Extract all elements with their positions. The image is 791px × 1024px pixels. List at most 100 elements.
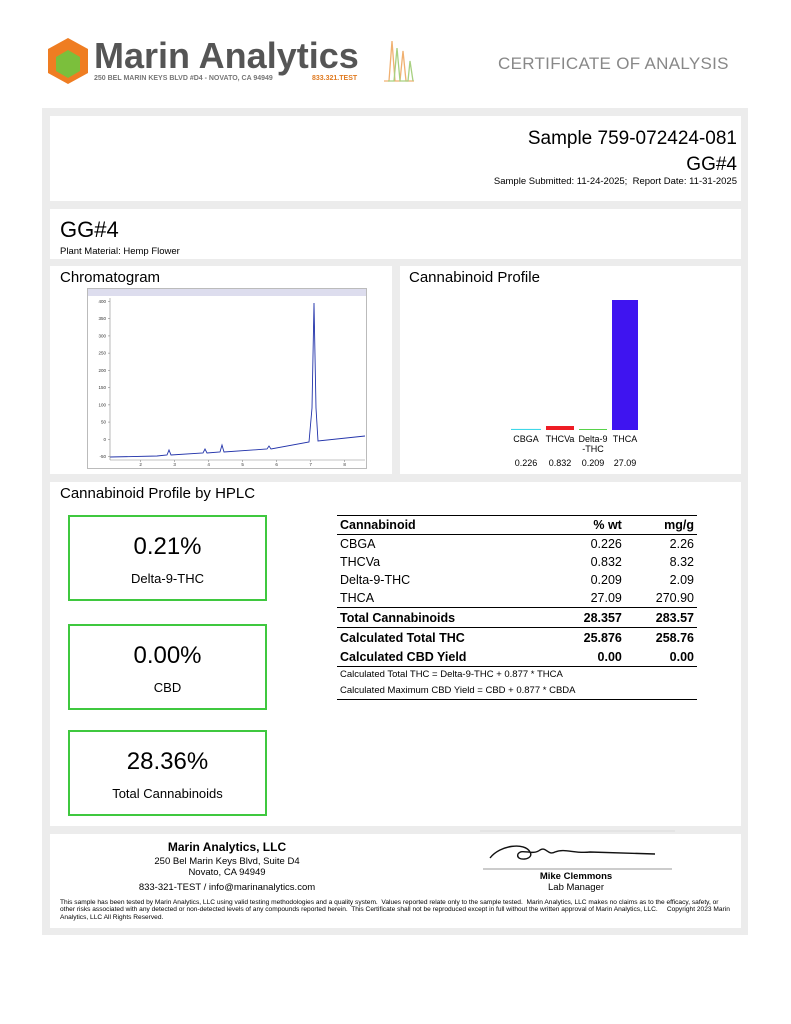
- table-header-cell: mg/g: [664, 518, 694, 532]
- signature: [480, 830, 675, 870]
- table-header-cell: Cannabinoid: [340, 518, 416, 532]
- profile-bar: [511, 428, 541, 430]
- table-row: THCVa 0.832 8.32: [337, 553, 697, 571]
- footer-company: Marin Analytics, LLC: [167, 840, 287, 854]
- table-cell: 27.09: [590, 591, 622, 605]
- hplc-title: Cannabinoid Profile by HPLC: [60, 485, 256, 502]
- table-total-cell: 28.357: [583, 610, 622, 625]
- chromatogram-x-tick-label: 3: [173, 462, 176, 467]
- chromatogram-y-tick-label: 200: [98, 368, 106, 373]
- profile-bar: [612, 300, 638, 430]
- chromatogram-x-tick-label: 5: [241, 462, 244, 467]
- profile-value-label: 0.226: [514, 458, 538, 468]
- table-cell: 0.209: [590, 573, 622, 587]
- chromatogram-header-bar: [88, 289, 366, 296]
- table-cell: THCVa: [340, 555, 381, 569]
- profile-value-label: 0.832: [548, 458, 572, 468]
- chromatogram-y-tick-label: 400: [98, 299, 106, 304]
- chromatogram-y-tick-label: 50: [101, 420, 107, 425]
- table-total-cell: Calculated Total THC: [340, 630, 465, 645]
- chromatogram-y-tick-label: 150: [98, 385, 106, 390]
- company-phone: 833.321.TEST: [312, 75, 358, 82]
- footer-company-block: Marin Analytics, LLC 250 Bel Marin Keys …: [77, 840, 377, 893]
- profile-bar: [579, 428, 607, 430]
- table-total-cell: 258.76: [655, 630, 694, 645]
- table-row: THCA 27.09 270.90: [337, 589, 697, 608]
- logo: Marin Analytics 250 BEL MARIN KEYS BLVD …: [48, 36, 414, 84]
- chromatogram-x-tick-label: 2: [139, 462, 142, 467]
- highlight-box: 28.36% Total Cannabinoids: [68, 730, 267, 816]
- table-cell: CBGA: [340, 537, 376, 551]
- table-cell: THCA: [340, 591, 375, 605]
- table-note-row: Calculated Total THC = Delta-9-THC + 0.8…: [337, 667, 697, 684]
- profile-bar: [546, 426, 574, 430]
- highlight-label: CBD: [153, 680, 182, 695]
- signer-block: Mike Clemmons Lab Manager: [476, 871, 676, 893]
- product-name: GG#4: [60, 217, 119, 242]
- highlight-label: Total Cannabinoids: [112, 786, 223, 801]
- table-total-cell: Calculated CBD Yield: [340, 649, 467, 664]
- chromatogram-y-tick-label: 0: [103, 437, 106, 442]
- product-material: Plant Material: Hemp Flower: [60, 246, 180, 257]
- company-address: 250 BEL MARIN KEYS BLVD #D4 - NOVATO, CA…: [94, 75, 273, 82]
- table-cell: 0.226: [590, 537, 622, 551]
- company-name: Marin Analytics: [94, 36, 359, 76]
- profile-category-label: THCA: [612, 434, 638, 444]
- profile-category-label: CBGA: [513, 434, 539, 444]
- profile-panel: Cannabinoid Profile: [400, 266, 741, 474]
- signer-name: Mike Clemmons: [539, 871, 613, 882]
- chromatogram-x-tick-label: 4: [207, 462, 210, 467]
- footer-contact: 833-321-TEST / info@marinanalytics.com: [138, 882, 316, 893]
- chromatogram-y-tick-label: 300: [98, 333, 106, 338]
- table-note: Calculated Maximum CBD Yield = CBD + 0.8…: [340, 685, 576, 696]
- highlight-value: 0.21%: [133, 533, 202, 560]
- table-cell: 0.832: [590, 555, 622, 569]
- chromatogram-trace: [109, 302, 366, 458]
- logo-peaks: [384, 40, 414, 82]
- table-total-row: Calculated CBD Yield 0.00 0.00: [337, 647, 697, 667]
- table-cell: 8.32: [669, 555, 694, 569]
- highlight-label: Delta-9-THC: [131, 571, 204, 586]
- document-title: CERTIFICATE OF ANALYSIS: [498, 54, 729, 73]
- product-panel: GG#4 Plant Material: Hemp Flower: [50, 209, 741, 259]
- chromatogram-border: [87, 288, 367, 469]
- table-total-row: Total Cannabinoids 28.357 283.57: [337, 608, 697, 628]
- table-note-row: Calculated Maximum CBD Yield = CBD + 0.8…: [337, 683, 697, 700]
- highlight-box: 0.21% Delta-9-THC: [68, 515, 267, 601]
- table-cell: 2.26: [669, 537, 694, 551]
- table-cell: 270.90: [655, 591, 694, 605]
- chromatogram-image: -50 0 50 100 150 200 250 300 350 400 2 3 4 5 6 7 8: [87, 288, 367, 469]
- footer-address: 250 Bel Marin Keys Blvd, Suite D4: [154, 856, 300, 867]
- profile-title: Cannabinoid Profile: [409, 269, 540, 286]
- table-row: CBGA 0.226 2.26: [337, 535, 697, 554]
- table-note: Calculated Total THC = Delta-9-THC + 0.8…: [340, 669, 563, 680]
- profile-value-label: 0.209: [581, 458, 605, 468]
- table-total-cell: 0.00: [597, 649, 622, 664]
- signature-stroke: [489, 845, 656, 860]
- results-table: Cannabinoid % wt mg/g CBGA 0.226 2.26 THCVa 0.8…: [337, 515, 697, 700]
- chromatogram-y-tick-label: 100: [98, 402, 106, 407]
- table-row: Delta-9-THC 0.209 2.09: [337, 571, 697, 589]
- profile-category-label: Delta-9-THC: [578, 434, 608, 454]
- chromatogram-y-tick-label: 350: [98, 316, 106, 321]
- sample-dates: Sample Submitted: 11-24-2025; Report Dat…: [493, 176, 737, 187]
- sample-id: Sample 759-072424-081: [527, 128, 737, 149]
- highlight-box: 0.00% CBD: [68, 624, 267, 710]
- table-cell: 2.09: [669, 573, 694, 587]
- sample-name: GG#4: [686, 154, 737, 175]
- chromatogram-y-tick-label: -50: [99, 454, 106, 459]
- sample-panel: Sample 759-072424-081 GG#4 Sample Submit…: [50, 116, 741, 201]
- chromatogram-y-tick-label: 250: [98, 351, 106, 356]
- highlight-value: 0.00%: [133, 642, 202, 669]
- footer-address: Novato, CA 94949: [188, 867, 266, 878]
- hplc-panel: Cannabinoid Profile by HPLC: [50, 482, 741, 826]
- table-total-row: Calculated Total THC 25.876 258.76: [337, 628, 697, 648]
- chromatogram-x-tick-label: 6: [275, 462, 278, 467]
- table-cell: Delta-9-THC: [340, 573, 411, 587]
- logo-hex-inner: [56, 50, 80, 78]
- table-total-cell: 25.876: [583, 630, 622, 645]
- logo-peaks: [388, 47, 414, 82]
- table-total-cell: Total Cannabinoids: [340, 610, 456, 625]
- chromatogram-x-tick-label: 8: [343, 462, 346, 467]
